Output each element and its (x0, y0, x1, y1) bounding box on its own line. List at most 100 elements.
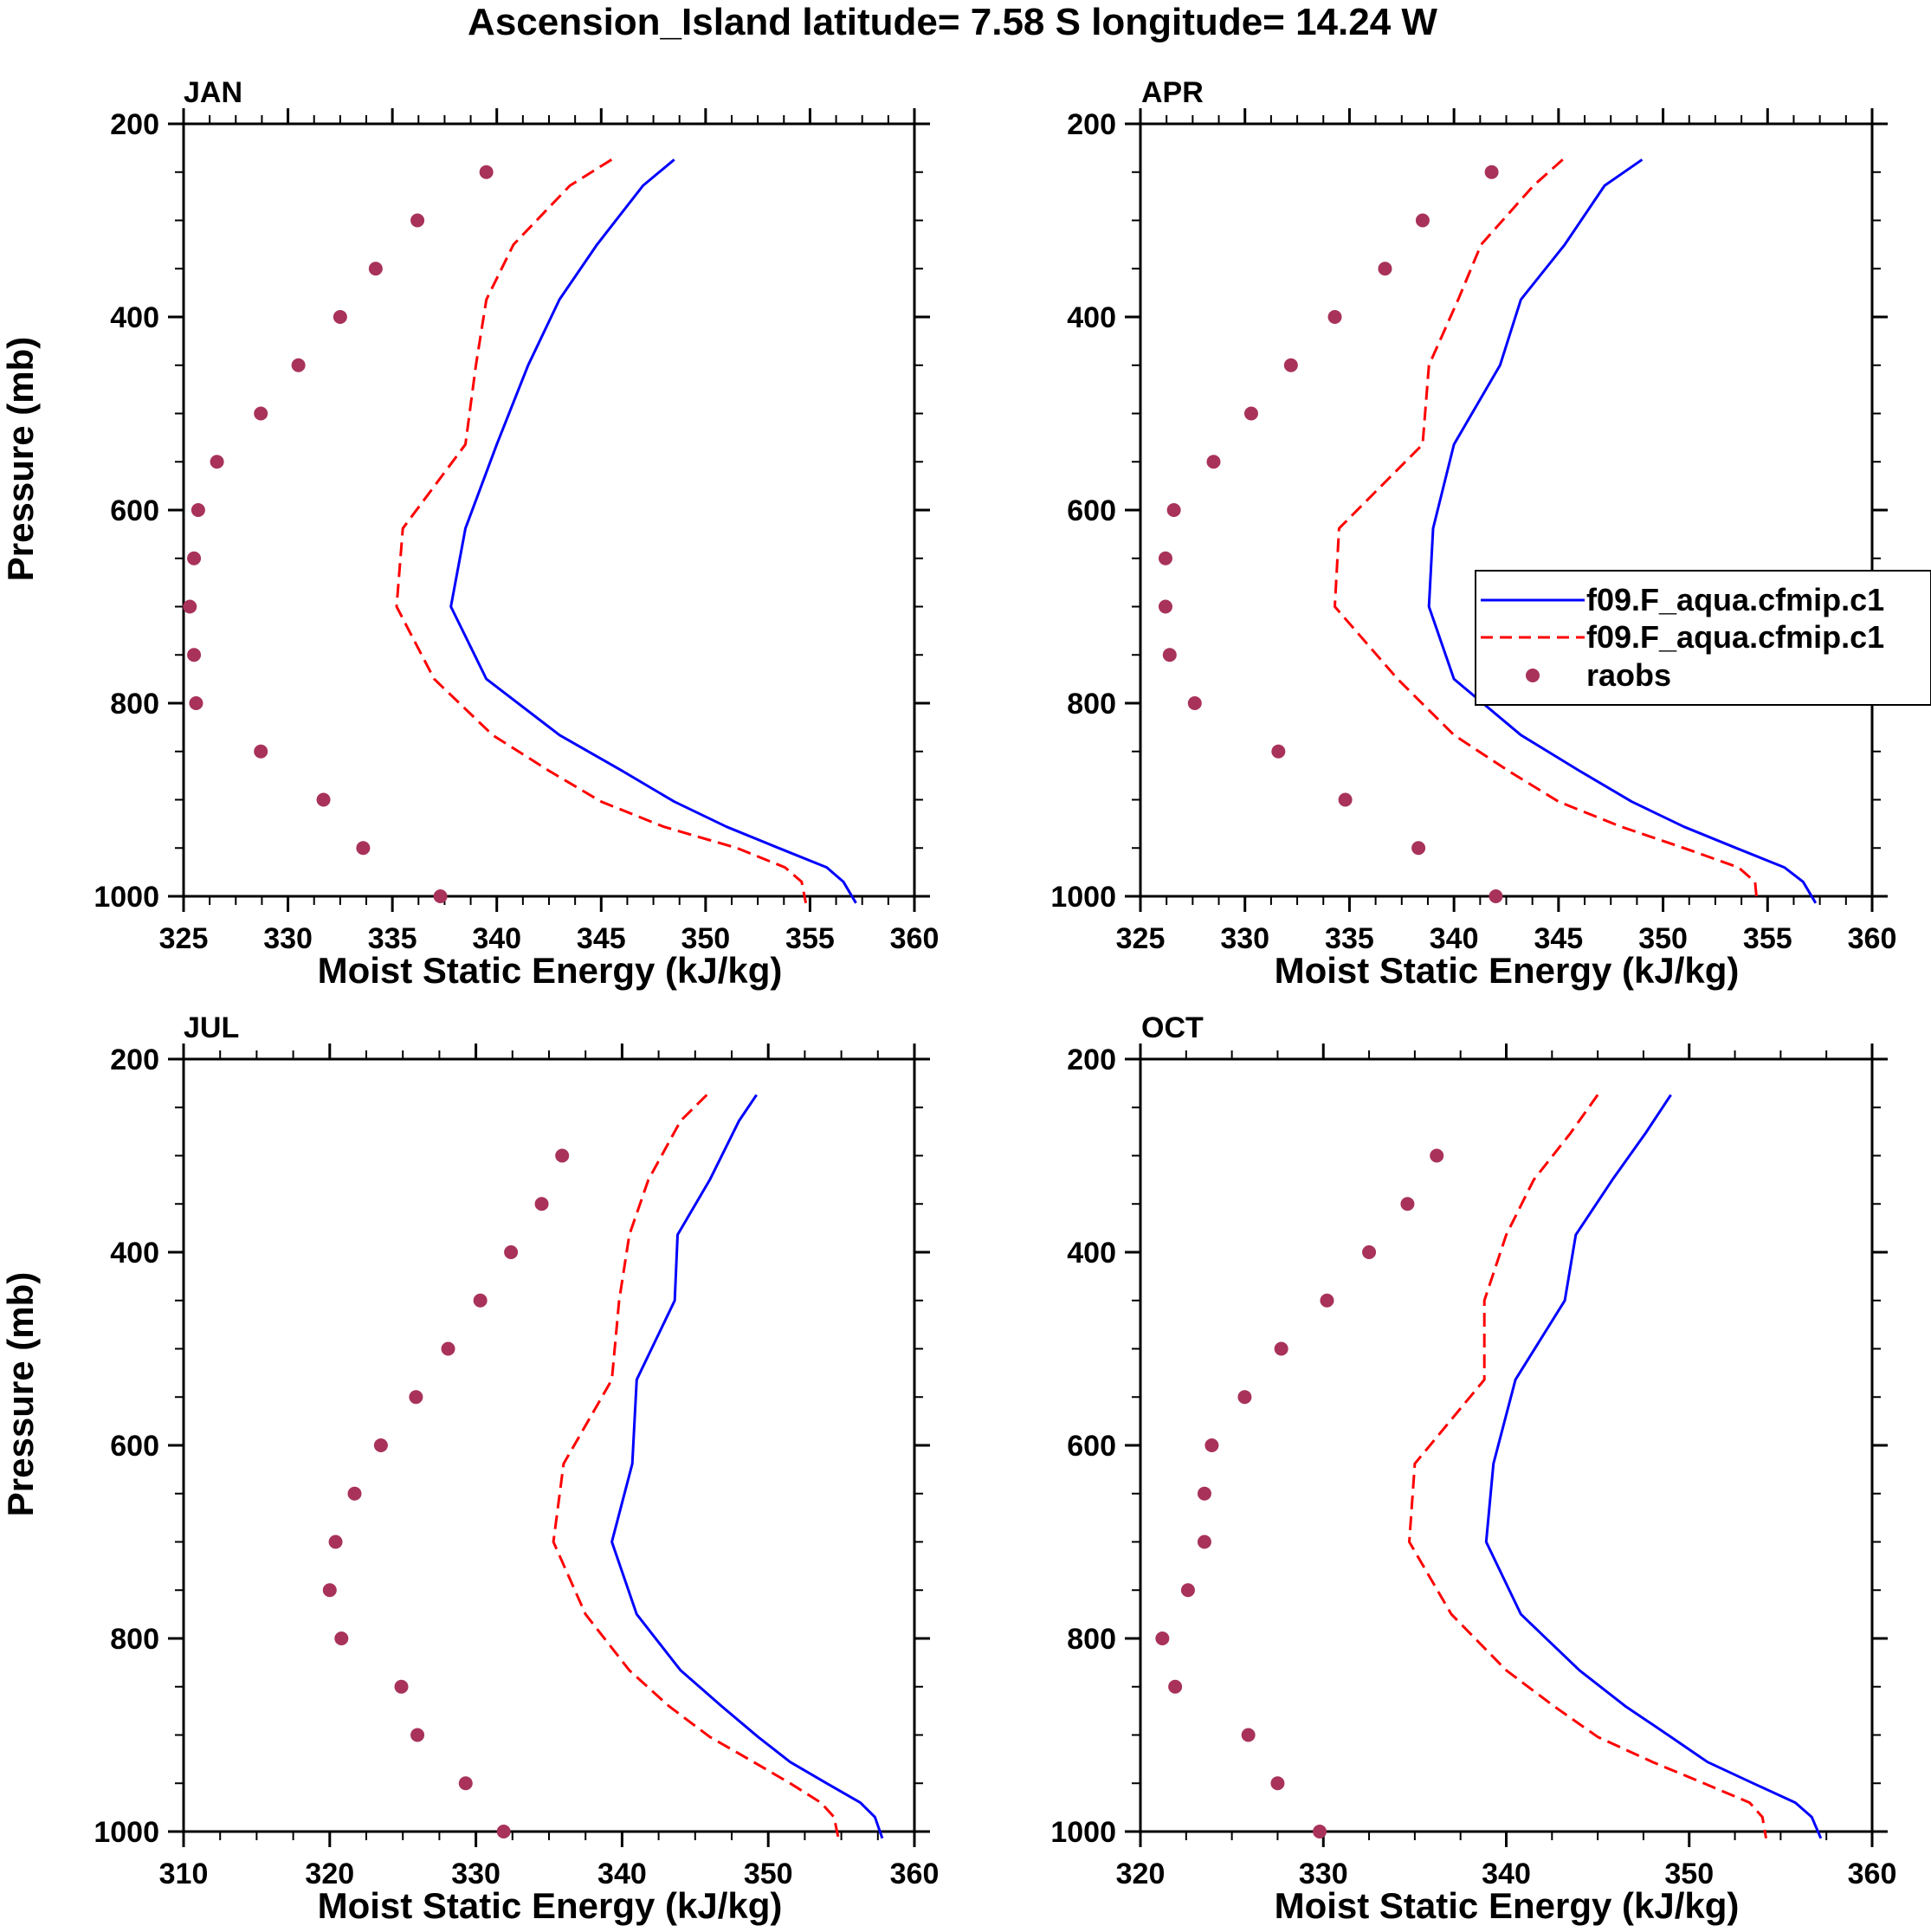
x-tick-label: 310 (159, 1858, 209, 1890)
raobs-point (191, 503, 205, 517)
panel-oct: OCT Moist Static Energy (kJ/kg) 320 330 34… (1050, 1011, 1896, 1926)
y-tick-label: 1000 (94, 881, 159, 914)
figure-title: Ascension_Island latitude= 7.58 S longit… (468, 1, 1437, 43)
plot-frame (1139, 1057, 1874, 1833)
raobs-point (291, 358, 306, 372)
raobs-point (441, 1341, 455, 1356)
raobs-point (373, 1438, 388, 1452)
raobs-point (1327, 310, 1342, 324)
y-axis-label: Pressure (mb) (0, 1272, 41, 1516)
raobs-point (479, 165, 494, 179)
raobs-point (1270, 1776, 1285, 1791)
x-axis-label: Moist Static Energy (kJ/kg) (1275, 1885, 1740, 1926)
x-tick-label: 320 (305, 1858, 354, 1890)
raobs-point (316, 792, 331, 807)
plot-frame (182, 122, 916, 898)
y-tick-label: 200 (110, 108, 159, 141)
x-tick-label: 360 (890, 1858, 940, 1890)
y-tick-label: 400 (1067, 1237, 1116, 1270)
raobs-point (1274, 1341, 1288, 1356)
x-tick-label: 360 (1848, 922, 1897, 955)
raobs-point (1362, 1245, 1377, 1259)
raobs-point (1243, 406, 1258, 421)
legend-label: raobs (1586, 657, 1671, 693)
y-tick-label: 600 (1067, 1430, 1116, 1463)
x-tick-label: 355 (1743, 922, 1792, 955)
x-tick-label: 350 (744, 1858, 793, 1890)
y-tick-label: 1000 (1050, 881, 1116, 914)
raobs-point (1415, 213, 1430, 228)
x-axis-label: Moist Static Energy (kJ/kg) (318, 1885, 783, 1926)
x-tick-label: 350 (1638, 922, 1688, 955)
x-tick-label: 350 (1664, 1858, 1714, 1890)
y-tick-label: 800 (1067, 1623, 1116, 1656)
raobs-point (473, 1293, 488, 1308)
x-tick-label: 340 (1430, 922, 1479, 955)
series-line-dashed (395, 158, 808, 904)
raobs-point (322, 1583, 337, 1598)
raobs-point (254, 406, 268, 421)
x-tick-label: 325 (159, 922, 209, 955)
raobs-point (210, 455, 224, 469)
series-line-dashed (552, 1094, 840, 1839)
series-line-dashed (1334, 158, 1759, 903)
y-tick-label: 400 (110, 1237, 159, 1270)
series-line-dashed (1408, 1094, 1767, 1839)
raobs-point (347, 1486, 362, 1501)
panel-title: OCT (1141, 1011, 1204, 1044)
raobs-point (187, 648, 202, 662)
raobs-point (1158, 551, 1172, 565)
raobs-point (328, 1535, 343, 1549)
x-tick-label: 340 (597, 1858, 647, 1890)
x-tick-label: 330 (451, 1858, 501, 1890)
raobs-point (410, 1728, 425, 1742)
x-tick-label: 325 (1116, 922, 1166, 955)
raobs-point (1484, 165, 1499, 179)
series-line-solid (1484, 1094, 1823, 1839)
raobs-point (187, 551, 202, 565)
x-tick-label: 360 (1848, 1858, 1897, 1890)
raobs-point (1204, 1438, 1219, 1452)
raobs-point (555, 1148, 570, 1163)
panel-apr: APR Moist Static Energy (kJ/kg) 325 330 33… (1050, 76, 1896, 991)
raobs-point (1271, 744, 1286, 759)
y-axis-label: Pressure (mb) (0, 337, 41, 581)
legend-label: f09.F_aqua.cfmip.c1 (1586, 619, 1884, 655)
legend: f09.F_aqua.cfmip.c1 f09.F_aqua.cfmip.c1 … (1475, 570, 1931, 706)
raobs-point (1180, 1583, 1195, 1598)
x-axis-label: Moist Static Energy (kJ/kg) (1275, 950, 1740, 991)
raobs-point (1168, 1679, 1183, 1694)
panel-title: APR (1141, 76, 1204, 109)
x-tick-label: 330 (263, 922, 313, 955)
plot-frame (182, 1057, 916, 1833)
panel-jul: JUL Moist Static Energy (kJ/kg) Pressure… (0, 1011, 939, 1926)
y-tick-label: 800 (110, 1623, 159, 1656)
raobs-point (254, 744, 268, 759)
legend-label: f09.F_aqua.cfmip.c1 (1586, 582, 1884, 617)
y-tick-label: 400 (110, 301, 159, 334)
y-tick-label: 600 (1067, 494, 1116, 527)
y-tick-label: 800 (1067, 688, 1116, 720)
raobs-point (410, 213, 425, 228)
raobs-point (534, 1197, 549, 1212)
x-tick-label: 345 (577, 922, 626, 955)
raobs-point (1166, 503, 1181, 517)
raobs-point (1197, 1486, 1211, 1501)
series-line-solid (610, 1094, 884, 1839)
legend-box (1475, 570, 1931, 706)
raobs-point (1283, 358, 1298, 372)
series-line-solid (1427, 158, 1818, 904)
y-tick-label: 400 (1067, 301, 1116, 334)
raobs-point (333, 310, 347, 324)
raobs-point (189, 696, 203, 710)
raobs-point (1158, 599, 1172, 614)
raobs-point (1241, 1728, 1256, 1742)
x-tick-label: 360 (890, 922, 940, 955)
x-tick-label: 320 (1116, 1858, 1166, 1890)
raobs-point (1338, 792, 1353, 807)
raobs-point (409, 1390, 423, 1405)
raobs-point (1162, 648, 1177, 662)
x-tick-label: 330 (1220, 922, 1269, 955)
raobs-point (433, 889, 448, 903)
